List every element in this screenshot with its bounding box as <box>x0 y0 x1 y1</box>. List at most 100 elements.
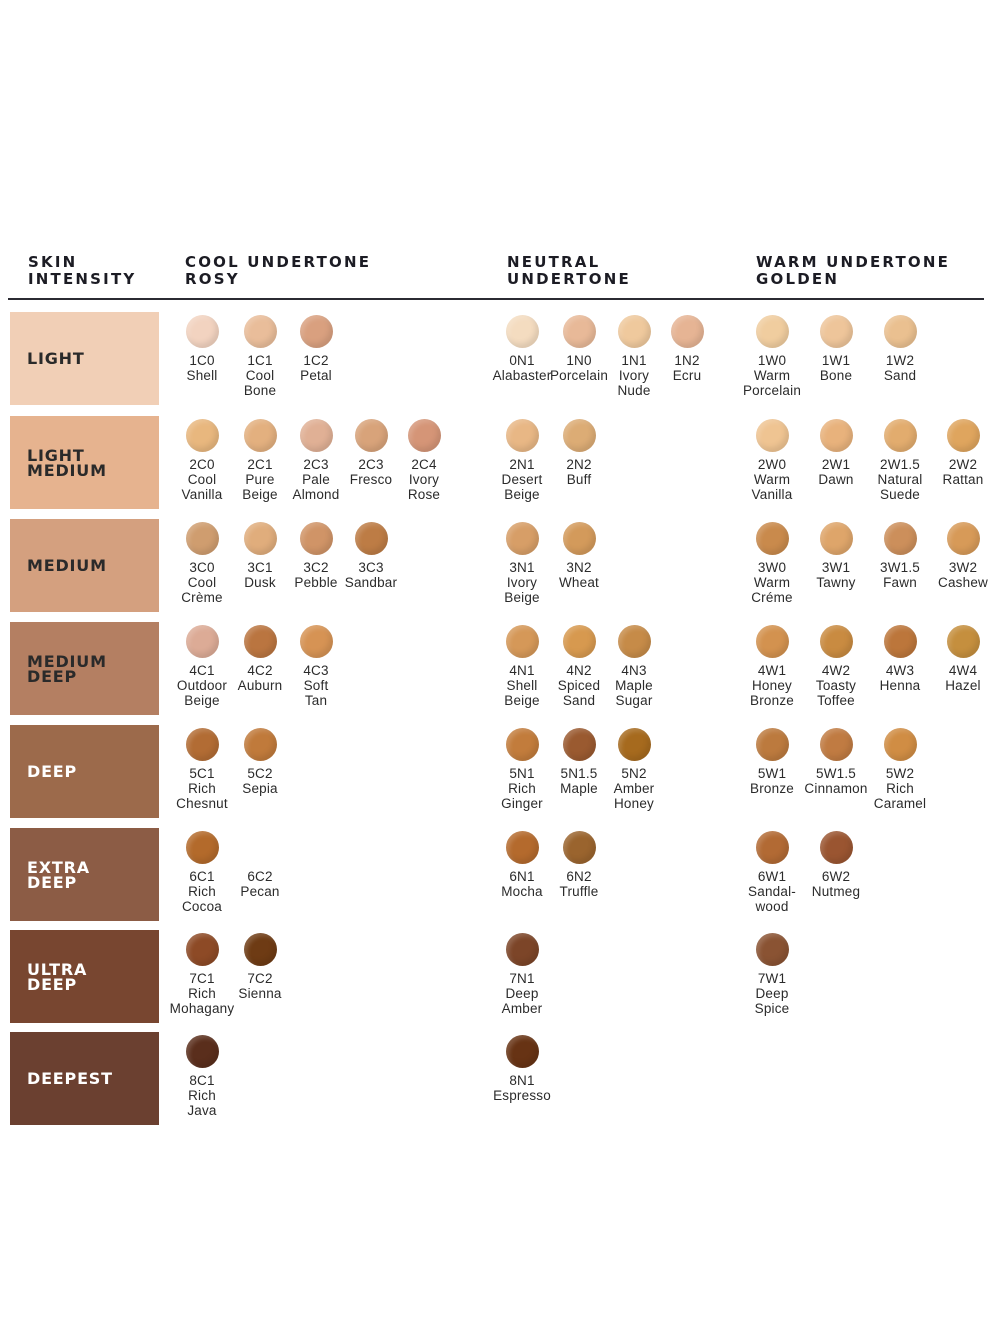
shade-swatch[interactable]: 2W1.5 Natural Suede <box>863 419 937 502</box>
shade-swatch[interactable]: 2C3 Fresco <box>334 419 408 487</box>
shade-color-dot[interactable] <box>617 625 651 658</box>
shade-swatch[interactable]: 2N1 Desert Beige <box>485 419 559 502</box>
shade-color-dot[interactable] <box>562 315 596 348</box>
shade-color-dot[interactable] <box>185 522 219 555</box>
shade-color-dot[interactable] <box>755 933 789 966</box>
shade-color-dot[interactable] <box>883 522 917 555</box>
shade-color-dot[interactable] <box>407 419 441 452</box>
shade-color-dot[interactable] <box>819 419 853 452</box>
shade-swatch[interactable]: 8C1 Rich Java <box>165 1035 239 1118</box>
shade-swatch[interactable]: 1N2 Ecru <box>650 315 724 383</box>
shade-swatch[interactable]: 6W2 Nutmeg <box>799 831 873 899</box>
shade-swatch[interactable]: 1C0 Shell <box>165 315 239 383</box>
shade-color-dot[interactable] <box>299 522 333 555</box>
shade-swatch[interactable]: 4N3 Maple Sugar <box>597 625 671 708</box>
shade-swatch[interactable]: 3C3 Sandbar <box>334 522 408 590</box>
shade-color-dot[interactable] <box>670 315 704 348</box>
shade-color-dot[interactable] <box>883 728 917 761</box>
shade-color-dot[interactable] <box>883 419 917 452</box>
shade-color-dot[interactable] <box>299 315 333 348</box>
shade-color-dot[interactable] <box>505 933 539 966</box>
shade-color-dot[interactable] <box>755 315 789 348</box>
shade-swatch[interactable]: 4W4 Hazel <box>926 625 1000 693</box>
shade-color-dot[interactable] <box>883 625 917 658</box>
shade-swatch[interactable]: 2C0 Cool Vanilla <box>165 419 239 502</box>
shade-swatch[interactable]: 1W2 Sand <box>863 315 937 383</box>
shade-color-dot[interactable] <box>946 522 980 555</box>
shade-color-dot[interactable] <box>505 728 539 761</box>
shade-color-dot[interactable] <box>243 522 277 555</box>
shade-color-dot[interactable] <box>819 831 853 864</box>
shade-swatch[interactable]: 7N1 Deep Amber <box>485 933 559 1016</box>
shade-color-dot[interactable] <box>562 625 596 658</box>
shade-swatch[interactable]: 8N1 Espresso <box>485 1035 559 1103</box>
shade-swatch[interactable]: 3C2 Pebble <box>279 522 353 590</box>
shade-color-dot[interactable] <box>562 831 596 864</box>
shade-color-dot[interactable] <box>562 522 596 555</box>
shade-swatch[interactable]: 2N2 Buff <box>542 419 616 487</box>
shade-swatch[interactable]: 4C3 Soft Tan <box>279 625 353 708</box>
shade-swatch[interactable]: 5W1 Bronze <box>735 728 809 796</box>
shade-swatch[interactable]: 4W3 Henna <box>863 625 937 693</box>
shade-swatch[interactable]: 2W0 Warm Vanilla <box>735 419 809 502</box>
shade-swatch[interactable]: 1W1 Bone <box>799 315 873 383</box>
shade-swatch[interactable]: 1W0 Warm Porcelain <box>735 315 809 398</box>
shade-color-dot[interactable] <box>819 522 853 555</box>
shade-color-dot[interactable] <box>755 831 789 864</box>
shade-swatch[interactable]: 3C1 Dusk <box>223 522 297 590</box>
shade-swatch[interactable]: 4W1 Honey Bronze <box>735 625 809 708</box>
shade-color-dot[interactable] <box>505 1035 539 1068</box>
shade-color-dot[interactable] <box>299 419 333 452</box>
shade-color-dot[interactable] <box>243 728 277 761</box>
shade-color-dot[interactable] <box>354 419 388 452</box>
shade-swatch[interactable]: 1C1 Cool Bone <box>223 315 297 398</box>
shade-swatch[interactable]: 4C1 Outdoor Beige <box>165 625 239 708</box>
shade-swatch[interactable]: 2C3 Pale Almond <box>279 419 353 502</box>
shade-color-dot[interactable] <box>185 419 219 452</box>
shade-color-dot[interactable] <box>505 831 539 864</box>
shade-swatch[interactable]: 3W0 Warm Créme <box>735 522 809 605</box>
shade-color-dot[interactable] <box>562 728 596 761</box>
shade-color-dot[interactable] <box>505 315 539 348</box>
shade-swatch[interactable]: 6N2 Truffle <box>542 831 616 899</box>
shade-swatch[interactable]: 4N2 Spiced Sand <box>542 625 616 708</box>
shade-color-dot[interactable] <box>243 315 277 348</box>
shade-swatch[interactable]: 6W1 Sandal- wood <box>735 831 809 914</box>
shade-swatch[interactable]: 5N1 Rich Ginger <box>485 728 559 811</box>
shade-color-dot[interactable] <box>617 728 651 761</box>
shade-swatch[interactable]: 2C4 Ivory Rose <box>387 419 461 502</box>
shade-color-dot[interactable] <box>185 625 219 658</box>
shade-swatch[interactable]: 5W1.5 Cinnamon <box>799 728 873 796</box>
shade-color-dot[interactable] <box>505 522 539 555</box>
shade-swatch[interactable]: 1C2 Petal <box>279 315 353 383</box>
shade-color-dot[interactable] <box>354 522 388 555</box>
shade-swatch[interactable]: 4N1 Shell Beige <box>485 625 559 708</box>
shade-color-dot[interactable] <box>243 419 277 452</box>
shade-color-dot[interactable] <box>819 625 853 658</box>
shade-swatch[interactable]: 5C1 Rich Chesnut <box>165 728 239 811</box>
shade-color-dot[interactable] <box>819 315 853 348</box>
shade-swatch[interactable]: 1N1 Ivory Nude <box>597 315 671 398</box>
shade-swatch[interactable]: 5N1.5 Maple <box>542 728 616 796</box>
shade-color-dot[interactable] <box>243 625 277 658</box>
shade-color-dot[interactable] <box>505 419 539 452</box>
shade-swatch[interactable]: 3W1.5 Fawn <box>863 522 937 590</box>
shade-color-dot[interactable] <box>185 315 219 348</box>
shade-swatch[interactable]: 3N2 Wheat <box>542 522 616 590</box>
shade-swatch[interactable]: 6C2 Pecan <box>223 831 297 899</box>
shade-swatch[interactable]: 5N2 Amber Honey <box>597 728 671 811</box>
shade-swatch[interactable]: 6N1 Mocha <box>485 831 559 899</box>
shade-color-dot[interactable] <box>185 933 219 966</box>
shade-swatch[interactable]: 7W1 Deep Spice <box>735 933 809 1016</box>
shade-swatch[interactable]: 4W2 Toasty Toffee <box>799 625 873 708</box>
shade-color-dot[interactable] <box>185 1035 219 1068</box>
shade-color-dot[interactable] <box>755 625 789 658</box>
shade-swatch[interactable]: 3W2 Cashew <box>926 522 1000 590</box>
shade-swatch[interactable]: 7C2 Sienna <box>223 933 297 1001</box>
shade-color-dot[interactable] <box>946 419 980 452</box>
shade-color-dot[interactable] <box>562 419 596 452</box>
shade-swatch[interactable]: 1N0 Porcelain <box>542 315 616 383</box>
shade-swatch[interactable]: 3N1 Ivory Beige <box>485 522 559 605</box>
shade-color-dot[interactable] <box>185 728 219 761</box>
shade-swatch[interactable]: 2W1 Dawn <box>799 419 873 487</box>
